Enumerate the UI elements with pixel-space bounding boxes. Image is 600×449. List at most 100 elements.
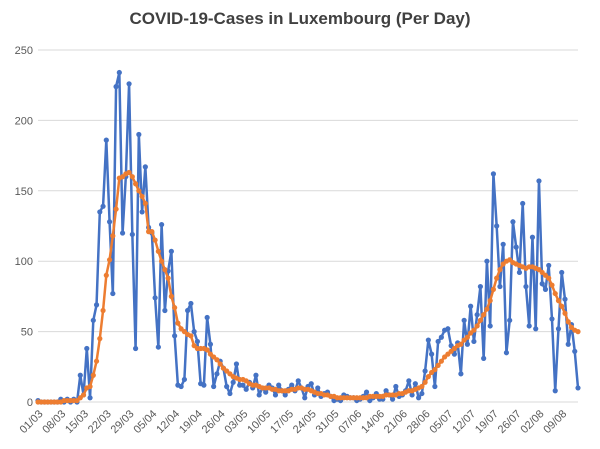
data-point-daily	[435, 338, 441, 345]
data-point-average	[129, 174, 135, 180]
data-point-daily	[129, 231, 135, 238]
x-tick-label: 22/03	[86, 408, 114, 436]
data-point-average	[425, 374, 431, 380]
data-point-daily	[136, 131, 142, 138]
data-point-daily	[87, 395, 93, 401]
series-average	[35, 169, 581, 405]
x-tick-label: 19/04	[177, 408, 205, 436]
data-point-daily	[263, 389, 269, 395]
data-point-average	[575, 329, 581, 335]
data-point-daily	[542, 286, 549, 292]
data-point-daily	[555, 326, 562, 332]
data-point-daily	[243, 386, 249, 392]
data-point-average	[93, 358, 100, 364]
data-point-average	[552, 290, 558, 297]
x-tick-label: 12/07	[450, 408, 478, 436]
data-point-daily	[159, 221, 165, 228]
data-point-daily	[536, 178, 542, 184]
data-point-daily	[139, 209, 145, 215]
data-point-daily	[93, 302, 100, 308]
data-point-daily	[549, 316, 555, 322]
y-tick-label: 0	[27, 397, 33, 409]
x-tick-label: 15/03	[63, 408, 91, 436]
data-point-daily	[142, 164, 148, 170]
data-point-daily	[497, 283, 503, 290]
data-point-average	[559, 303, 565, 309]
data-point-daily	[513, 244, 519, 250]
data-point-daily	[383, 388, 389, 394]
data-point-daily	[100, 203, 106, 209]
data-point-daily	[490, 171, 497, 177]
data-point-daily	[97, 209, 103, 215]
data-point-average	[217, 361, 223, 367]
data-point-daily	[503, 350, 510, 356]
data-point-average	[152, 237, 158, 243]
data-point-average	[549, 282, 555, 288]
data-point-daily	[272, 392, 279, 398]
x-tick-label: 21/06	[382, 408, 410, 436]
data-point-daily	[500, 241, 506, 247]
y-tick-label: 50	[21, 327, 33, 339]
data-point-daily	[126, 81, 132, 87]
data-point-average	[497, 267, 503, 273]
data-point-daily	[106, 219, 113, 225]
data-point-daily	[533, 326, 539, 332]
data-point-daily	[523, 283, 529, 290]
data-point-daily	[481, 355, 487, 361]
x-tick-label: 09/08	[541, 408, 569, 436]
data-point-average	[477, 317, 484, 323]
chart-title: COVID-19-Cases in Luxembourg (Per Day)	[129, 9, 471, 28]
data-point-average	[481, 312, 487, 318]
data-point-daily	[233, 361, 240, 367]
data-point-daily	[445, 326, 451, 332]
x-tick-label: 07/06	[336, 408, 364, 436]
data-point-average	[204, 347, 210, 353]
data-point-daily	[494, 223, 500, 229]
data-point-daily	[253, 372, 259, 378]
data-point-average	[149, 229, 155, 235]
y-tick-label: 100	[15, 256, 33, 268]
data-point-daily	[77, 372, 83, 378]
data-point-daily	[487, 323, 493, 329]
data-point-daily	[438, 334, 444, 340]
data-point-average	[142, 200, 148, 207]
data-point-average	[165, 275, 171, 281]
data-point-average	[484, 306, 490, 312]
data-point-average	[110, 233, 116, 239]
y-axis-ticks: 0 50 100 150 200 250	[15, 45, 33, 409]
data-point-average	[422, 379, 428, 385]
data-point-average	[97, 336, 103, 342]
data-point-daily	[575, 385, 581, 391]
x-tick-label: 14/06	[359, 408, 387, 436]
data-point-daily	[520, 200, 526, 207]
x-axis-ticks: 01/0308/0315/0322/0329/0305/0412/0419/04…	[18, 408, 570, 436]
data-point-average	[155, 248, 161, 254]
data-point-daily	[207, 341, 214, 347]
data-point-daily	[474, 312, 480, 318]
data-point-daily	[116, 69, 122, 76]
x-tick-label: 01/03	[18, 408, 46, 436]
data-point-daily	[185, 307, 191, 314]
x-tick-label: 26/04	[200, 408, 228, 436]
data-point-average	[464, 334, 470, 340]
data-point-daily	[172, 333, 178, 339]
data-point-daily	[539, 281, 545, 287]
data-point-daily	[90, 317, 96, 323]
data-point-daily	[477, 283, 484, 290]
data-point-average	[435, 362, 441, 368]
data-point-daily	[546, 262, 552, 269]
data-point-average	[162, 267, 168, 273]
data-point-daily	[393, 383, 399, 390]
data-point-daily	[162, 307, 168, 314]
data-point-daily	[389, 396, 396, 402]
data-point-daily	[204, 314, 210, 321]
data-point-average	[487, 298, 493, 304]
data-point-average	[103, 272, 109, 278]
data-point-average	[132, 181, 139, 187]
data-point-daily	[181, 376, 187, 383]
data-point-daily	[412, 381, 418, 387]
y-tick-label: 250	[15, 45, 33, 57]
data-point-daily	[191, 329, 197, 335]
x-tick-label: 31/05	[314, 408, 342, 436]
